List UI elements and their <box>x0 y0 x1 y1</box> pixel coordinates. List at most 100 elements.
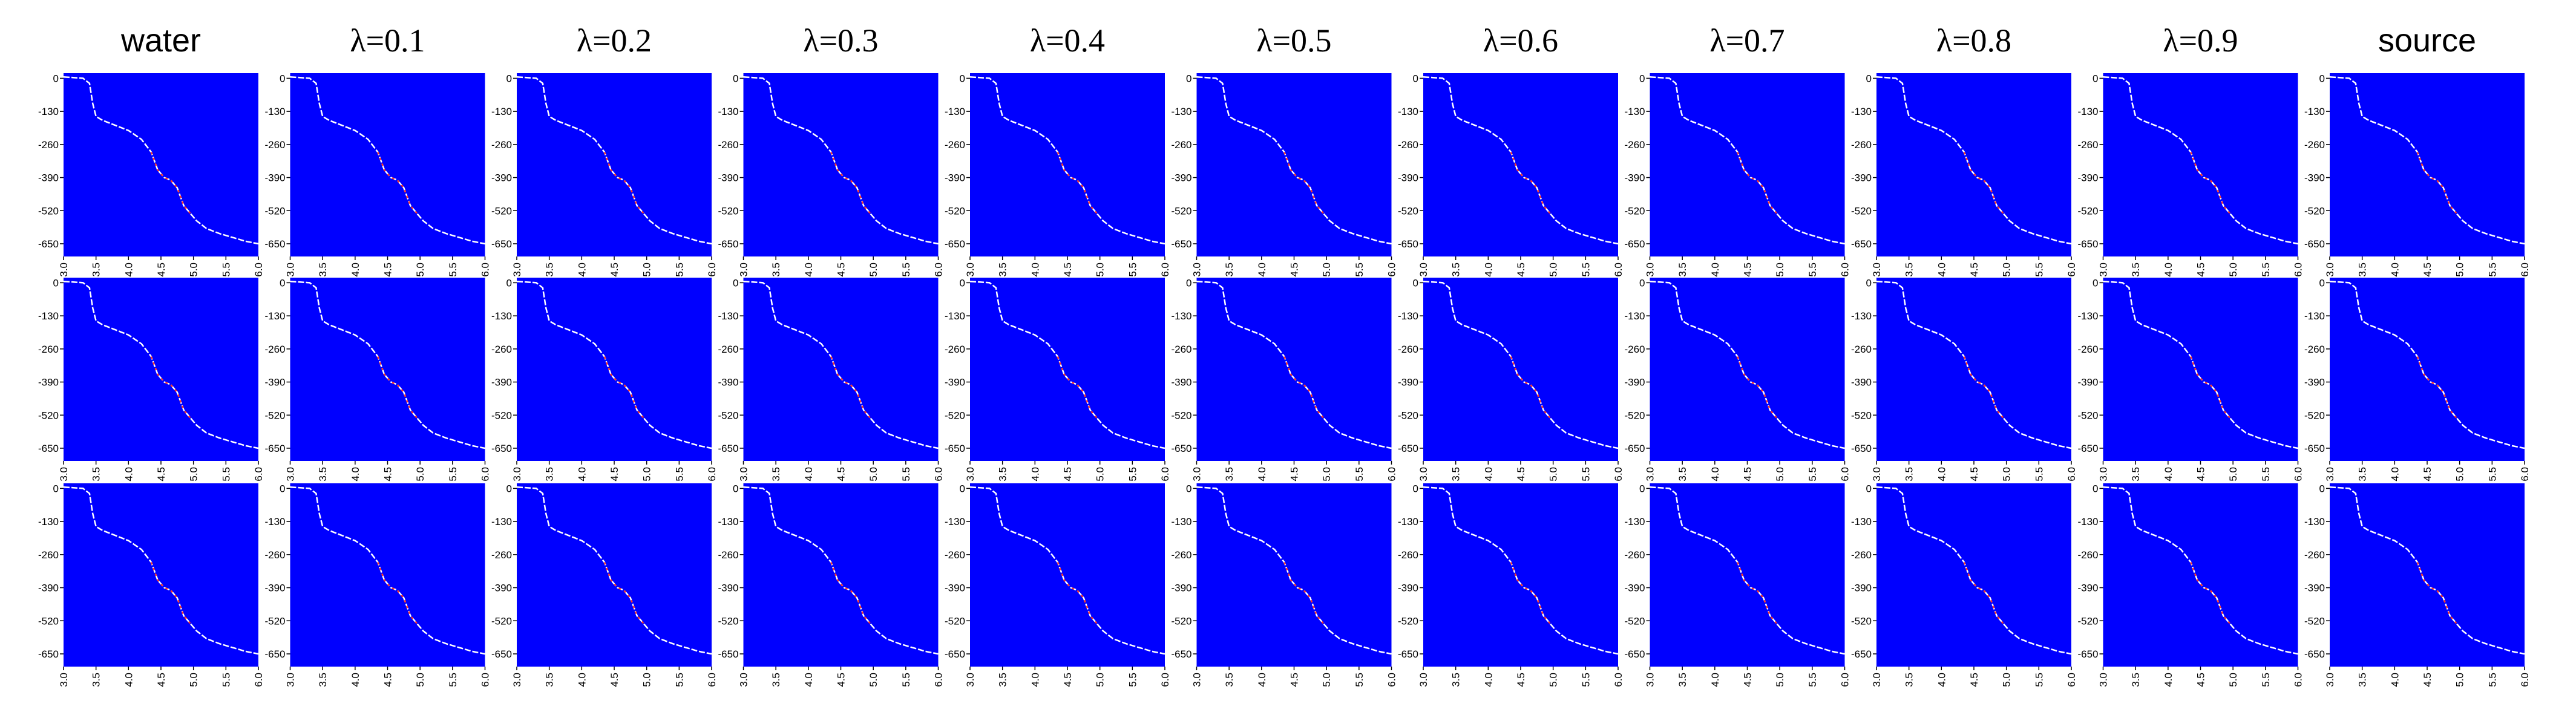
x-tick-label: 5.5 <box>220 673 232 687</box>
x-tick-label: 3.0 <box>738 263 750 277</box>
plot-background <box>1423 73 1618 256</box>
y-tick-label: -260 <box>1171 549 1191 561</box>
y-tick-label: -390 <box>2304 583 2325 594</box>
x-tick-label: 6.0 <box>2066 263 2077 277</box>
series-curve-accent <box>1737 356 1777 419</box>
y-tick-label: -650 <box>1398 648 1418 660</box>
plot-background <box>290 278 485 461</box>
subplot-panel: 0 -130 -260 -390 -520 -650 3.0 3.5 4.0 4.5 5.0 5.5 6… <box>2304 277 2531 481</box>
subplot-panel: 0 -130 -260 -390 -520 -650 3.0 3.5 4.0 4.5 5.0 5.5 6… <box>264 483 491 687</box>
y-tick-label: 0 <box>1866 277 1872 289</box>
y-tick-label: -260 <box>2077 344 2098 355</box>
plot-background <box>290 73 485 256</box>
series-curve-accent <box>1510 356 1551 419</box>
x-tick-label: 6.0 <box>706 263 718 277</box>
series-curve <box>2329 486 2525 655</box>
x-tick-label: 5.0 <box>1095 467 1106 482</box>
y-tick-label: -520 <box>1851 410 1872 421</box>
x-tick-label: 5.5 <box>1580 467 1591 482</box>
plot-background <box>64 278 258 461</box>
y-tick-label: -390 <box>718 583 738 594</box>
y-tick-label: -260 <box>718 549 738 561</box>
x-tick-label: 4.5 <box>1289 467 1300 482</box>
y-tick-label: -650 <box>945 648 965 660</box>
series-curve-accent <box>377 562 418 624</box>
x-tick-label: 5.0 <box>1548 673 1559 687</box>
x-tick-label: 3.5 <box>997 673 1009 687</box>
y-tick-label: -520 <box>1624 205 1645 217</box>
y-tick-label: -130 <box>38 106 59 117</box>
series-curve <box>2103 76 2298 245</box>
column-title: source <box>2378 22 2476 59</box>
y-tick-label: -650 <box>2304 238 2325 250</box>
x-tick-label: 6.0 <box>2519 263 2531 277</box>
y-tick-label: -650 <box>1851 443 1872 454</box>
y-tick-label: -650 <box>2077 648 2098 660</box>
y-tick-label: -260 <box>1171 139 1191 151</box>
x-tick-label: 4.0 <box>1483 673 1494 687</box>
x-tick-label: 5.0 <box>2001 263 2013 277</box>
y-tick-label: 0 <box>960 483 965 494</box>
x-tick-label: 5.0 <box>1095 263 1106 277</box>
x-tick-label: 4.5 <box>2195 467 2207 482</box>
x-tick-label: 4.5 <box>1968 673 1980 687</box>
y-tick-label: -130 <box>1171 106 1191 117</box>
x-tick-label: 3.0 <box>965 467 976 482</box>
y-tick-label: -650 <box>945 443 965 454</box>
x-tick-label: 3.0 <box>1645 263 1656 277</box>
series-curve <box>1423 486 1619 655</box>
y-tick-label: -260 <box>1851 549 1872 561</box>
series-curve <box>2329 76 2525 245</box>
x-tick-label: 3.5 <box>1224 467 1235 482</box>
plot-background <box>64 73 258 256</box>
plot-background <box>517 73 712 256</box>
column-title: λ=0.7 <box>1709 22 1785 59</box>
x-tick-label: 4.5 <box>1062 263 1073 277</box>
y-tick-label: -130 <box>491 106 512 117</box>
x-tick-label: 3.5 <box>2357 467 2368 482</box>
y-tick-label: 0 <box>2319 483 2325 494</box>
subplot-panel: 0 -130 -260 -390 -520 -650 3.0 3.5 4.0 4.5 5.0 5.5 6… <box>38 277 264 481</box>
y-tick-label: -390 <box>1851 377 1872 388</box>
series-curve-accent <box>1963 152 2004 214</box>
y-tick-label: -260 <box>2077 549 2098 561</box>
x-tick-label: 4.5 <box>1515 263 1527 277</box>
y-tick-label: -390 <box>1851 583 1872 594</box>
subplot-panel: 0 -130 -260 -390 -520 -650 3.0 3.5 4.0 4.5 5.0 5.5 6… <box>1171 73 1397 276</box>
plot-background <box>290 483 485 667</box>
y-tick-label: -390 <box>491 377 512 388</box>
x-tick-label: 6.0 <box>706 467 718 482</box>
y-tick-label: 0 <box>1639 73 1645 84</box>
x-tick-label: 5.5 <box>2033 467 2045 482</box>
y-tick-label: -650 <box>1171 648 1191 660</box>
x-tick-label: 5.5 <box>447 673 459 687</box>
x-tick-label: 4.5 <box>609 263 620 277</box>
y-tick-label: -130 <box>2304 310 2325 322</box>
x-tick-label: 3.0 <box>2098 263 2109 277</box>
x-tick-label: 3.5 <box>1677 467 1688 482</box>
x-tick-label: 3.5 <box>91 673 102 687</box>
x-tick-label: 3.0 <box>1871 263 1883 277</box>
y-tick-label: -520 <box>264 205 285 217</box>
y-tick-label: -390 <box>1624 377 1645 388</box>
x-tick-label: 6.0 <box>1159 673 1171 687</box>
subplot-panel: 0 -130 -260 -390 -520 -650 3.0 3.5 4.0 4.5 5.0 5.5 6… <box>264 277 491 481</box>
y-tick-label: -130 <box>38 310 59 322</box>
subplot-panel: 0 -130 -260 -390 -520 -650 3.0 3.5 4.0 4.5 5.0 5.5 6… <box>264 73 491 276</box>
y-tick-label: 0 <box>733 73 738 84</box>
column-title: λ=0.6 <box>1483 22 1558 59</box>
x-tick-label: 3.0 <box>738 467 750 482</box>
x-tick-label: 4.5 <box>836 263 847 277</box>
x-tick-label: 4.0 <box>803 467 814 482</box>
y-tick-label: 0 <box>53 277 59 289</box>
y-tick-label: -130 <box>2077 310 2098 322</box>
x-tick-label: 5.0 <box>188 467 200 482</box>
x-tick-label: 6.0 <box>2519 673 2531 687</box>
x-tick-label: 4.0 <box>2389 467 2401 482</box>
x-tick-label: 3.5 <box>317 673 329 687</box>
x-tick-label: 4.0 <box>350 467 361 482</box>
subplot-panel: 0 -130 -260 -390 -520 -650 3.0 3.5 4.0 4.5 5.0 5.5 6… <box>1624 73 1850 276</box>
x-tick-label: 4.0 <box>123 673 134 687</box>
plot-background <box>517 483 712 667</box>
x-tick-label: 5.5 <box>2486 673 2498 687</box>
